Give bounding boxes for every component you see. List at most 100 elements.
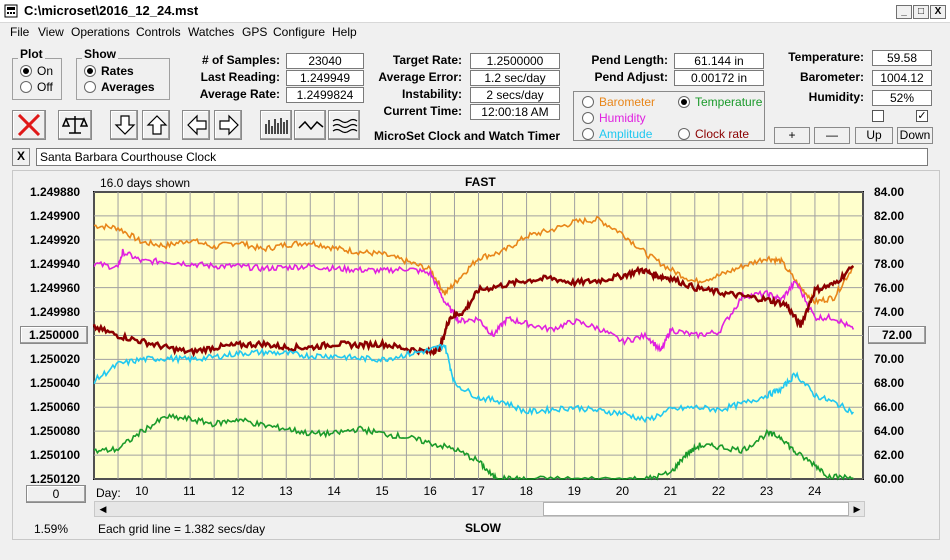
line-view-button[interactable]	[294, 110, 326, 140]
checkbox-2[interactable]: ✓	[916, 110, 928, 122]
show-rates-label: Rates	[101, 64, 134, 78]
scrollbar-thumb[interactable]	[543, 502, 849, 516]
show-group-label: Show	[82, 47, 118, 61]
menu-gps[interactable]: GPS	[242, 25, 268, 39]
radio-dot	[84, 65, 96, 77]
arrow-right-button[interactable]	[214, 110, 242, 140]
app-name-label: MicroSet Clock and Watch Timer	[374, 129, 561, 143]
balance-scale-icon	[62, 116, 88, 134]
arrow-left-icon	[187, 114, 207, 136]
clock-close-button[interactable]: X	[12, 148, 30, 166]
app-icon	[4, 4, 18, 18]
minus-button[interactable]: —	[814, 127, 850, 144]
x-tick-label: 21	[663, 484, 678, 498]
clock-name-field[interactable]: Santa Barbara Courthouse Clock	[36, 148, 928, 166]
x-tick-label: 20	[615, 484, 630, 498]
stop-button[interactable]	[12, 110, 46, 140]
right-tick-label: 82.00	[874, 208, 905, 223]
plot-off-radio[interactable]: Off	[20, 80, 53, 94]
bars-icon	[265, 118, 288, 134]
average-error-value: 1.2 sec/day	[470, 70, 560, 86]
menu-operations[interactable]: Operations	[71, 25, 130, 39]
plot-on-radio[interactable]: On	[20, 64, 53, 78]
samples-value: 23040	[286, 53, 364, 69]
radio-dot	[582, 112, 594, 124]
offset-button[interactable]: 0	[26, 485, 86, 503]
x-tick-label: 22	[711, 484, 726, 498]
pend-adjust-value: 0.00172 in	[674, 70, 764, 86]
x-tick-label: 13	[279, 484, 293, 498]
instability-value: 2 secs/day	[470, 87, 560, 103]
multi-wave-button[interactable]	[328, 110, 360, 140]
last-reading-value: 1.249949	[286, 70, 364, 86]
target-rate-value: 1.2500000	[470, 53, 560, 69]
x-tick-label: 10	[135, 484, 149, 498]
radio-dot	[582, 128, 594, 140]
title-bar: C:\microset\2016_12_24.mst _ □ X	[0, 0, 950, 23]
fast-label: FAST	[465, 175, 496, 189]
x-tick-label: 17	[471, 484, 485, 498]
right-tick-label: 60.00	[874, 472, 905, 486]
plot-on-label: On	[37, 64, 54, 78]
temperature-value: 59.58	[872, 50, 932, 66]
instability-label: Instability:	[401, 87, 462, 101]
series-select-group	[573, 91, 765, 141]
scroll-right-arrow-icon[interactable]: ▶	[853, 504, 861, 514]
right-tick-label: 80.00	[874, 232, 905, 247]
maximize-button[interactable]: □	[913, 5, 929, 19]
arrow-up-button[interactable]	[142, 110, 170, 140]
radio-dot	[678, 128, 690, 140]
target-rate-label: Target Rate:	[392, 53, 462, 67]
right-tick-label: 84.00	[874, 185, 905, 199]
up-button[interactable]: Up	[855, 127, 893, 144]
series-temperature-radio[interactable]: Temperature	[678, 95, 762, 109]
minimize-button[interactable]: _	[896, 5, 912, 19]
humidity-label: Humidity:	[808, 90, 864, 104]
days-shown-label: 16.0 days shown	[100, 176, 191, 190]
series-barometer-radio[interactable]: Barometer	[582, 95, 655, 109]
arrow-down-button[interactable]	[110, 110, 138, 140]
window-title: C:\microset\2016_12_24.mst	[24, 3, 199, 18]
checkbox-1[interactable]	[872, 110, 884, 122]
show-rates-radio[interactable]: Rates	[84, 64, 134, 78]
pend-length-label: Pend Length:	[591, 53, 668, 67]
last-reading-label: Last Reading:	[200, 70, 280, 84]
series-humidity-radio[interactable]: Humidity	[582, 111, 646, 125]
series-clock-rate-radio[interactable]: Clock rate	[678, 127, 749, 141]
left-tick-label: 1.249940	[30, 256, 81, 271]
bar-view-button[interactable]	[260, 110, 292, 140]
show-averages-radio[interactable]: Averages	[84, 80, 155, 94]
close-button[interactable]: X	[930, 5, 946, 19]
balance-button[interactable]	[58, 110, 92, 140]
left-tick-label: 1.250040	[30, 376, 81, 391]
plot-group-label: Plot	[18, 47, 45, 61]
x-tick-label: 19	[567, 484, 581, 498]
menu-view[interactable]: View	[38, 25, 64, 39]
menu-help[interactable]: Help	[332, 25, 357, 39]
radio-dot	[20, 81, 32, 93]
plus-button[interactable]: +	[774, 127, 810, 144]
right-tick-label: 70.00	[874, 352, 905, 367]
left-axis-center-button[interactable]: 1.250000	[20, 326, 88, 344]
scroll-left-arrow-icon[interactable]: ◀	[99, 504, 107, 514]
menu-watches[interactable]: Watches	[188, 25, 235, 39]
show-group	[76, 58, 170, 100]
down-button[interactable]: Down	[897, 127, 933, 144]
pend-adjust-label: Pend Adjust:	[594, 70, 668, 84]
arrow-up-icon	[146, 115, 168, 135]
left-tick-label: 1.250080	[30, 424, 81, 439]
radio-dot	[582, 96, 594, 108]
menu-controls[interactable]: Controls	[136, 25, 181, 39]
series-humidity-label: Humidity	[599, 111, 646, 125]
multi-wave-icon	[332, 118, 358, 134]
right-axis-center-button[interactable]: 72.00	[868, 326, 926, 344]
menu-configure[interactable]: Configure	[273, 25, 326, 39]
left-tick-label: 1.250120	[30, 472, 81, 486]
arrow-right-icon	[219, 114, 239, 136]
pend-length-value: 61.144 in	[674, 53, 764, 69]
grid-note-label: Each grid line = 1.382 secs/day	[98, 522, 266, 536]
series-amplitude-radio[interactable]: Amplitude	[582, 127, 652, 141]
arrow-left-button[interactable]	[182, 110, 210, 140]
red-x-icon	[17, 114, 41, 136]
menu-file[interactable]: File	[10, 25, 30, 39]
